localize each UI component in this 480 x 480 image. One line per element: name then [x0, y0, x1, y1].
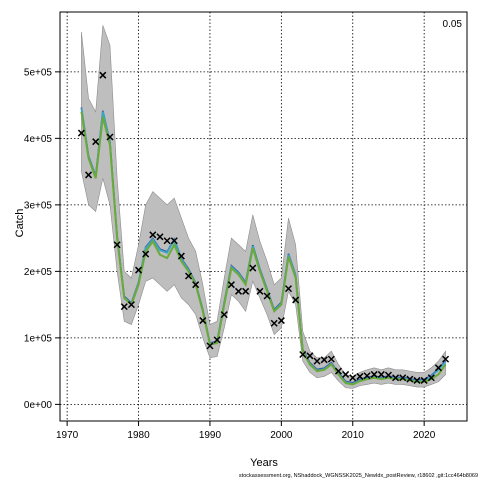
observed-point [92, 138, 100, 146]
observed-point [434, 364, 442, 372]
observed-point [342, 370, 350, 378]
observed-point [249, 264, 257, 272]
observed-point [227, 281, 235, 289]
fit-line-alt2 [80, 107, 447, 384]
observed-point [377, 370, 385, 378]
observed-point [292, 296, 300, 304]
observed-point [127, 301, 135, 309]
corner-label: 0.05 [443, 19, 463, 30]
fit-line-alt1 [80, 108, 447, 385]
y-tick-label: 3e+05 [24, 200, 53, 211]
observed-point [349, 374, 357, 382]
observed-point [135, 266, 143, 274]
observed-point [206, 342, 214, 350]
observed-point [306, 352, 314, 360]
observed-point [85, 171, 93, 179]
observed-point [320, 356, 328, 364]
observed-point [334, 367, 343, 375]
observed-point [106, 133, 114, 141]
observed-point [149, 231, 157, 239]
y-tick-label: 0e+00 [24, 400, 53, 411]
x-tick-label: 2000 [270, 430, 293, 441]
y-tick-label: 2e+05 [24, 267, 53, 278]
observed-point [99, 71, 107, 79]
x-axis: 1970 1980 1990 2000 2010 2020 [56, 421, 436, 441]
plot-frame [59, 11, 468, 422]
observed-point [113, 241, 121, 249]
observed-point [120, 303, 128, 311]
observed-point [427, 374, 435, 382]
observed-point [299, 350, 307, 359]
observed-point [184, 272, 193, 280]
confidence-band [81, 25, 446, 389]
y-tick-label: 5e+05 [24, 67, 53, 78]
observed-point [170, 237, 178, 245]
observed-point [270, 319, 278, 327]
x-axis-title: Years [250, 457, 278, 469]
observed-point [420, 376, 428, 384]
observed-point [192, 281, 200, 289]
observed-point [392, 374, 400, 382]
observed-point [199, 317, 207, 325]
observed-point [399, 374, 407, 382]
y-tick-label: 1e+05 [24, 333, 53, 344]
fit-line-main [80, 111, 447, 386]
x-tick-label: 1990 [199, 430, 222, 441]
observed-point [284, 285, 293, 293]
observed-point [163, 237, 171, 245]
y-tick-label: 4e+05 [24, 134, 53, 145]
observed-point [277, 317, 285, 325]
observed-point [213, 336, 221, 344]
observed-point [256, 287, 264, 295]
observed-point [234, 287, 243, 295]
x-tick-label: 1970 [56, 430, 79, 441]
y-axis-title: Catch [14, 209, 26, 238]
grid-lines [60, 12, 467, 421]
observed-point [384, 371, 392, 379]
observed-point [263, 292, 271, 300]
observed-point [406, 375, 414, 383]
footer-text: stockassessment.org, NShaddock_WGNSSK202… [239, 473, 478, 479]
observed-point [327, 355, 335, 363]
observed-point [442, 355, 450, 363]
observed-point [156, 233, 164, 241]
x-tick-label: 2010 [342, 430, 365, 441]
observed-point [370, 370, 378, 378]
observed-point [356, 372, 364, 380]
observed-point [77, 129, 85, 137]
observed-points [77, 71, 450, 384]
y-axis: 0e+00 1e+05 2e+05 3e+05 4e+05 5e+05 [24, 67, 60, 411]
observed-point [177, 252, 185, 260]
observed-point [413, 376, 421, 384]
observed-point [220, 311, 228, 319]
x-tick-label: 1980 [127, 430, 150, 441]
observed-point [313, 357, 321, 365]
observed-point [363, 372, 371, 380]
x-tick-label: 2020 [413, 430, 436, 441]
observed-point [142, 250, 150, 258]
observed-point [242, 287, 250, 295]
